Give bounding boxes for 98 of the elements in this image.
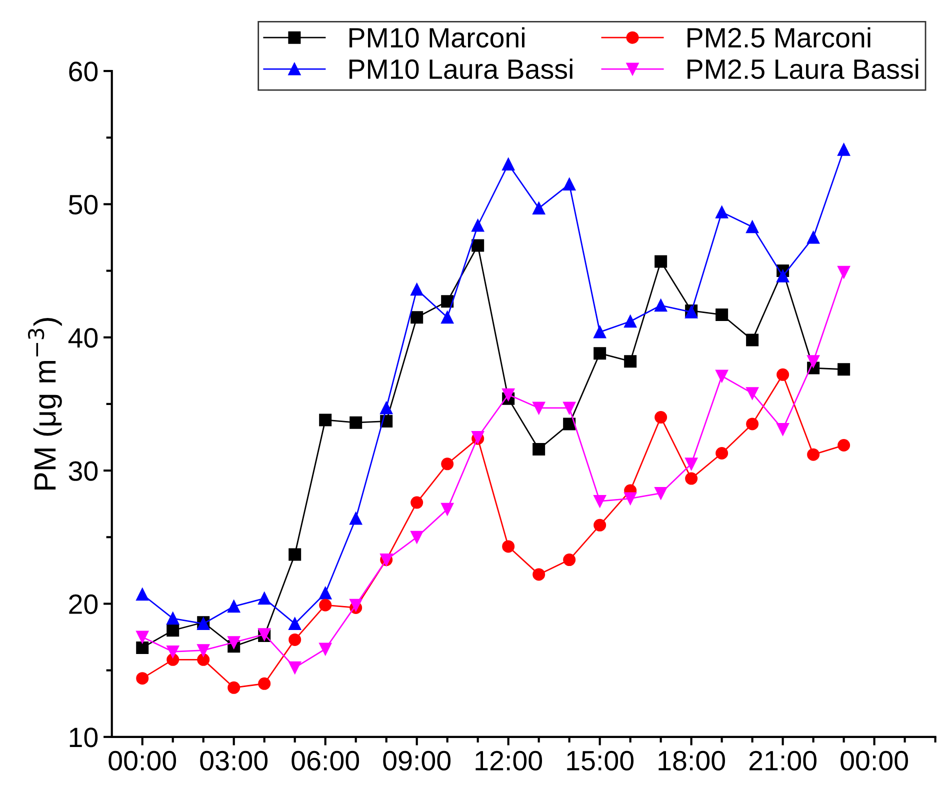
point [166, 612, 180, 625]
x-tick-label: 12:00 [476, 750, 542, 771]
point [746, 220, 759, 234]
y-tick-label: 10 [70, 728, 98, 748]
point [472, 219, 484, 232]
point [258, 677, 271, 690]
point [350, 416, 362, 429]
y-tick-label: 20 [69, 594, 98, 614]
point [776, 368, 790, 381]
point [654, 411, 668, 424]
point [716, 446, 728, 460]
legend-label: PM10 Marconi [350, 27, 524, 48]
point [472, 239, 484, 252]
point [776, 270, 790, 282]
point [838, 363, 850, 376]
point [654, 299, 668, 312]
point [288, 548, 302, 561]
point [410, 496, 424, 509]
point [502, 388, 515, 401]
point [166, 645, 180, 658]
point [228, 636, 240, 649]
point [441, 458, 454, 470]
point [532, 402, 546, 414]
y-tick-label: 30 [68, 461, 98, 481]
point [319, 586, 332, 600]
point [563, 178, 576, 190]
y-tick-label: 40 [68, 328, 98, 348]
legend-label: PM2.5 Marconi [688, 27, 870, 48]
legend-label: PM10 Laura Bassi [350, 58, 572, 80]
x-tick-label: 18:00 [658, 750, 725, 771]
point [594, 347, 606, 360]
point [197, 644, 210, 657]
x-tick-label: 09:00 [383, 750, 451, 771]
point [838, 143, 850, 156]
point [776, 423, 790, 436]
point [441, 502, 454, 516]
point [288, 661, 302, 674]
point [228, 600, 240, 613]
x-tick-label: 00:00 [840, 750, 908, 771]
point [136, 630, 149, 644]
point [746, 334, 759, 346]
point [807, 448, 820, 461]
point [502, 158, 515, 170]
point [624, 492, 637, 505]
point [532, 443, 546, 456]
point [258, 592, 271, 605]
point [746, 387, 759, 400]
point [685, 458, 698, 470]
point [563, 418, 576, 430]
y-axis-title: PM (μg m$^{−3}$) [28, 318, 62, 490]
legend-label: PM2.5 Laura Bassi [688, 58, 918, 80]
point [319, 598, 332, 612]
point [716, 206, 728, 218]
point [594, 518, 606, 532]
point [166, 624, 180, 637]
x-tick-label: 21:00 [749, 750, 816, 771]
point [228, 681, 240, 694]
x-tick-label: 03:00 [200, 750, 268, 771]
point [502, 540, 515, 553]
point [624, 355, 637, 368]
point [624, 315, 637, 328]
point [410, 530, 424, 544]
point [350, 512, 362, 525]
point [288, 617, 302, 630]
point [197, 653, 210, 666]
point [532, 568, 546, 581]
x-tick-label: 06:00 [292, 750, 360, 771]
point [654, 255, 668, 268]
point [563, 402, 576, 414]
point [136, 672, 149, 685]
point [807, 355, 820, 368]
point [380, 402, 393, 414]
point [838, 439, 850, 452]
x-tick-label: 00:00 [108, 750, 176, 771]
point [654, 486, 668, 500]
point [441, 295, 454, 308]
point [319, 414, 332, 426]
point [563, 554, 576, 566]
point [136, 641, 149, 654]
point [350, 598, 362, 612]
y-tick-label: 60 [69, 62, 98, 82]
point [594, 326, 606, 338]
point [807, 231, 820, 244]
point [716, 308, 728, 321]
point [532, 202, 546, 214]
point [441, 311, 454, 324]
point [594, 494, 606, 508]
point [319, 642, 332, 656]
point [410, 283, 424, 296]
y-tick-label: 50 [68, 194, 98, 215]
point [746, 418, 759, 430]
point [410, 311, 424, 324]
point [136, 588, 149, 601]
point [685, 472, 698, 485]
point [716, 370, 728, 382]
x-tick-label: 15:00 [567, 750, 634, 771]
point [288, 633, 302, 646]
point [838, 266, 850, 278]
